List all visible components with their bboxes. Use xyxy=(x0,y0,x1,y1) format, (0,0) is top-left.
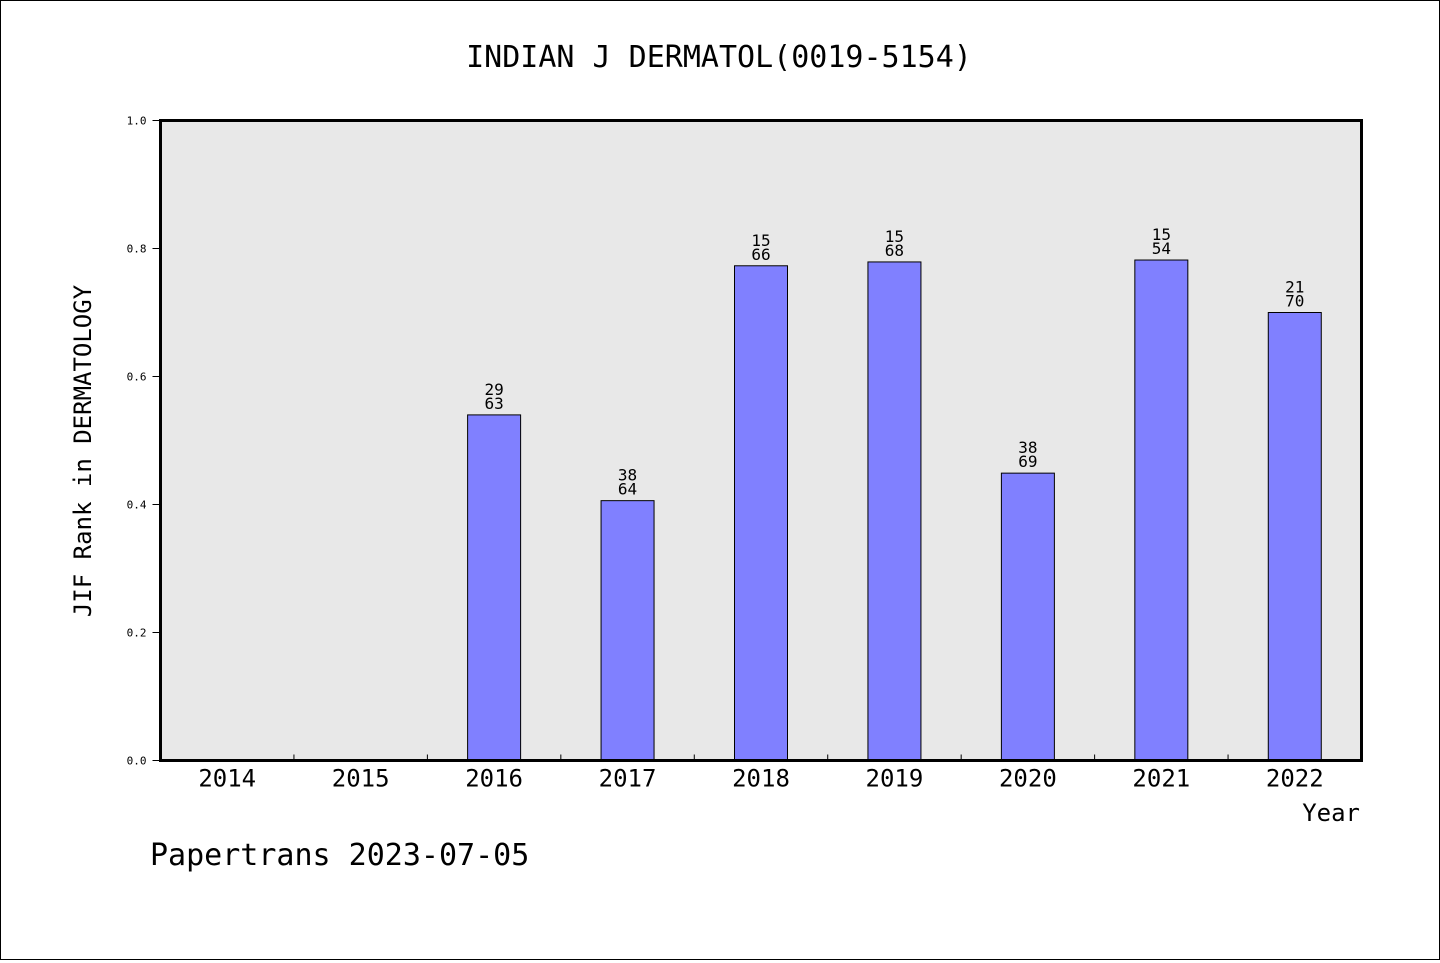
x-tick-label: 2019 xyxy=(866,765,924,793)
plot-border xyxy=(159,119,1363,762)
bar-2016 xyxy=(467,414,522,761)
y-tick-label: 0.8 xyxy=(127,243,147,256)
bar-2019 xyxy=(867,261,922,761)
rank-label: 38 xyxy=(618,466,637,485)
total-label: 69 xyxy=(1018,452,1037,471)
x-tick-label: 2015 xyxy=(332,765,390,793)
rank-label: 21 xyxy=(1285,278,1304,297)
y-tick-label: 0.6 xyxy=(127,371,147,384)
total-label: 68 xyxy=(885,241,904,260)
bar-2017 xyxy=(600,500,655,761)
x-tick-label: 2017 xyxy=(599,765,657,793)
y-axis: 0.0 0.2 0.4 0.6 0.8 1.0 xyxy=(127,115,161,768)
bar-2018 xyxy=(734,265,788,761)
x-axis: 2014 2015 2016 2017 2018 2019 2020 2021 2022 xyxy=(198,754,1324,793)
rank-label: 15 xyxy=(885,227,904,246)
y-tick-label: 0.2 xyxy=(127,627,147,640)
y-tick-label: 0.4 xyxy=(127,499,147,512)
total-label: 64 xyxy=(618,480,637,499)
rank-label: 38 xyxy=(1018,438,1037,457)
bar-2022 xyxy=(1267,312,1322,761)
chart-title: INDIAN J DERMATOL(0019-5154) xyxy=(466,40,972,75)
total-label: 70 xyxy=(1285,292,1304,311)
y-tick-label: 1.0 xyxy=(127,115,147,128)
total-label: 54 xyxy=(1152,239,1171,258)
x-tick-label: 2021 xyxy=(1132,765,1190,793)
total-label: 66 xyxy=(751,245,770,264)
total-label: 63 xyxy=(484,394,503,413)
x-tick-label: 2016 xyxy=(465,765,523,793)
x-tick-label: 2020 xyxy=(999,765,1057,793)
rank-label: 29 xyxy=(484,380,503,399)
x-tick-label: 2018 xyxy=(732,765,790,793)
bars-layer xyxy=(467,259,1322,761)
x-tick-label: 2022 xyxy=(1266,765,1324,793)
x-axis-label: Year xyxy=(1302,799,1360,827)
bar-2020 xyxy=(1000,472,1055,761)
rank-label: 15 xyxy=(1152,225,1171,244)
bar-2021 xyxy=(1134,259,1189,761)
y-tick-label: 0.0 xyxy=(127,755,147,768)
y-axis-label: JIF Rank in DERMATOLOGY xyxy=(69,284,97,617)
footer-watermark: Papertrans 2023-07-05 xyxy=(150,838,529,873)
x-tick-label: 2014 xyxy=(198,765,256,793)
rank-label: 15 xyxy=(751,231,770,250)
